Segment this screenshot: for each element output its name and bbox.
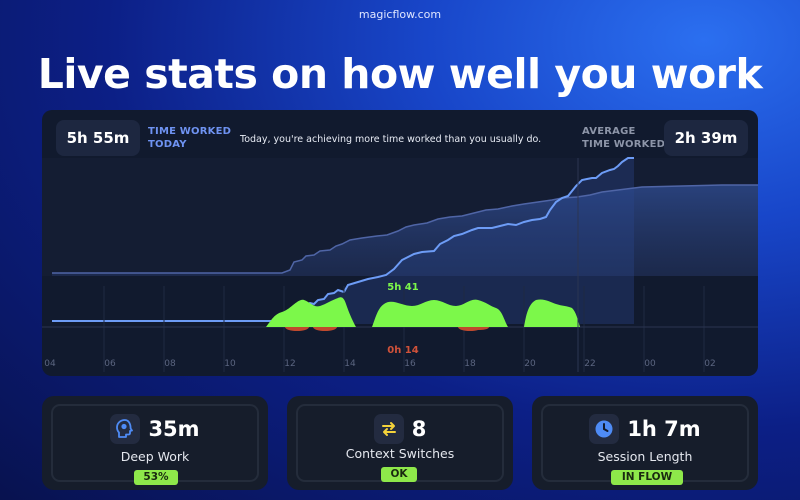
site-domain: magicflow.com [358,8,442,21]
page-headline: Live stats on how well you work [37,50,763,98]
average-line [52,184,758,274]
hour-axis: 04 06 08 10 12 14 16 18 20 22 00 02 [44,359,715,369]
session-length-badge: IN FLOW [611,470,683,485]
hour-tick: 20 [524,359,536,369]
context-switches-label: Context Switches [345,446,455,461]
hour-tick: 04 [44,359,56,369]
hour-tick: 22 [584,359,595,369]
hour-tick: 02 [704,359,715,369]
session-length-label: Session Length [597,449,693,464]
today-area-upper [282,158,634,324]
hour-tick: 10 [224,359,236,369]
hour-tick: 06 [104,359,116,369]
average-time-worked-label: AVERAGE TIME WORKED [582,126,666,150]
session-length-card: 1h 7m Session Length IN FLOW [532,396,758,490]
session-length-value: 1h 7m [627,417,701,441]
deep-work-label: Deep Work [120,449,190,464]
time-worked-chart: 5h 41 0h 14 04 06 08 10 12 14 16 18 20 2… [42,157,758,372]
comparison-message: Today, you're achieving more time worked… [240,134,542,145]
time-worked-today-label: TIME WORKED TODAY [148,126,232,150]
hour-tick: 12 [284,359,295,369]
today-line [52,157,634,322]
context-switches-card: 8 Context Switches OK [287,396,513,490]
hour-tick: 08 [164,359,176,369]
clock-icon [589,414,620,444]
switch-arrows-icon [373,414,404,444]
deep-work-card: 35m Deep Work 53% [42,396,268,490]
context-switches-badge: OK [381,467,417,482]
hour-tick: 00 [644,359,656,369]
today-area [52,185,758,276]
hour-tick: 14 [344,359,356,369]
flow-areas [266,297,580,327]
low-label: 0h 14 [387,345,419,356]
context-switches-value: 8 [411,417,427,441]
time-worked-today-value: 5h 55m [56,120,140,156]
hour-tick: 16 [404,359,416,369]
hour-tick: 18 [464,359,476,369]
deep-work-value: 35m [148,417,200,441]
average-time-worked-value: 2h 39m [664,120,748,156]
head-icon [110,414,141,444]
peak-label: 5h 41 [387,282,419,293]
deep-work-badge: 53% [134,470,178,485]
stats-panel: 5h 41 0h 14 04 06 08 10 12 14 16 18 20 2… [42,110,758,376]
